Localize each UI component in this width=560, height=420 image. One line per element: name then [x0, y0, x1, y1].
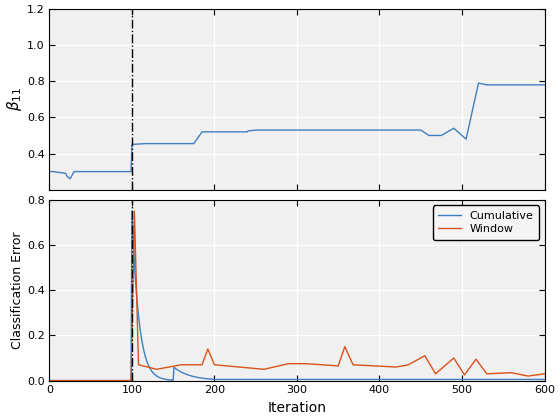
X-axis label: Iteration: Iteration — [268, 401, 326, 415]
Cumulative — [541, 377, 548, 382]
Window — [339, 352, 346, 357]
Window — [175, 363, 181, 368]
Cumulative — [129, 209, 136, 214]
Cumulative — [339, 377, 346, 382]
Cumulative — [47, 378, 54, 383]
Window — [271, 364, 278, 369]
Cumulative — [271, 377, 278, 382]
Y-axis label: $\beta_{11}$: $\beta_{11}$ — [5, 87, 24, 111]
Cumulative — [135, 313, 142, 318]
Cumulative — [378, 377, 385, 382]
Window — [541, 371, 548, 376]
Window — [420, 354, 427, 359]
Cumulative — [420, 377, 427, 382]
Window — [135, 362, 142, 368]
Cumulative — [175, 368, 181, 373]
Window — [378, 364, 385, 369]
Window — [131, 209, 138, 214]
Window — [47, 378, 54, 383]
Y-axis label: Classification Error: Classification Error — [11, 231, 24, 349]
Line: Window: Window — [50, 211, 544, 381]
Line: Cumulative: Cumulative — [50, 211, 544, 381]
Legend: Cumulative, Window: Cumulative, Window — [433, 205, 539, 240]
